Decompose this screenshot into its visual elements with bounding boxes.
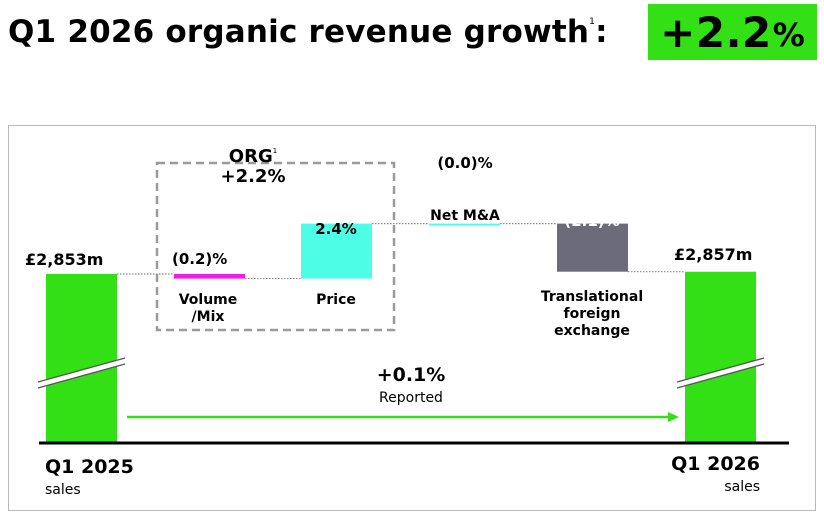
net-ma-category-label: Net M&A xyxy=(430,208,500,224)
end-sublabel: sales xyxy=(724,479,760,495)
waterfall-chart-panel: £2,853m (0.2)% 2.4% (0.0)% (2.1)% £2,857… xyxy=(8,125,816,511)
axis-break-gap xyxy=(677,358,764,388)
bar-end xyxy=(685,271,756,442)
reported-label: Reported xyxy=(379,390,443,406)
org-label: ORG1 xyxy=(228,146,278,167)
headline-growth-badge: +2.2% xyxy=(648,4,817,60)
axis-break-line xyxy=(676,363,765,389)
badge-value: +2.2 xyxy=(660,7,772,57)
title-footnote: 1 xyxy=(589,17,596,27)
volume-mix-value-label: (0.2)% xyxy=(172,250,228,268)
title-text: Q1 2026 organic revenue growth xyxy=(8,14,590,50)
end-total-label: £2,857m xyxy=(674,245,753,264)
title-colon: : xyxy=(595,14,608,50)
axis-break-line xyxy=(37,357,126,383)
bar-fx xyxy=(557,223,628,272)
org-dashed-box xyxy=(155,161,396,332)
bar-price xyxy=(301,223,372,279)
start-sublabel: sales xyxy=(45,482,81,498)
price-value-label: 2.4% xyxy=(315,220,357,238)
reported-arrow-head xyxy=(668,412,679,422)
fx-value-label: (2.1)% xyxy=(564,212,620,230)
start-category-label: Q1 2025 xyxy=(45,456,134,478)
end-category-label: Q1 2026 xyxy=(671,453,760,475)
volume-mix-category-label: Volume /Mix xyxy=(178,292,238,325)
axis-break-gap xyxy=(38,358,125,388)
axis-break-line xyxy=(676,357,765,383)
fx-category-label: Translational foreign exchange xyxy=(540,289,644,339)
start-total-label: £2,853m xyxy=(25,250,104,269)
axis-break-line xyxy=(37,363,126,389)
bar-start xyxy=(46,274,117,442)
waterfall-chart xyxy=(37,161,789,445)
bar-volume-mix xyxy=(174,274,245,279)
badge-unit: % xyxy=(772,16,805,54)
page-title: Q1 2026 organic revenue growth1: xyxy=(8,14,608,50)
bar-net-ma xyxy=(429,223,500,226)
price-category-label: Price xyxy=(316,292,356,308)
net-ma-value-label: (0.0)% xyxy=(437,154,493,172)
org-value: +2.2% xyxy=(220,166,286,187)
reported-value: +0.1% xyxy=(376,364,446,386)
